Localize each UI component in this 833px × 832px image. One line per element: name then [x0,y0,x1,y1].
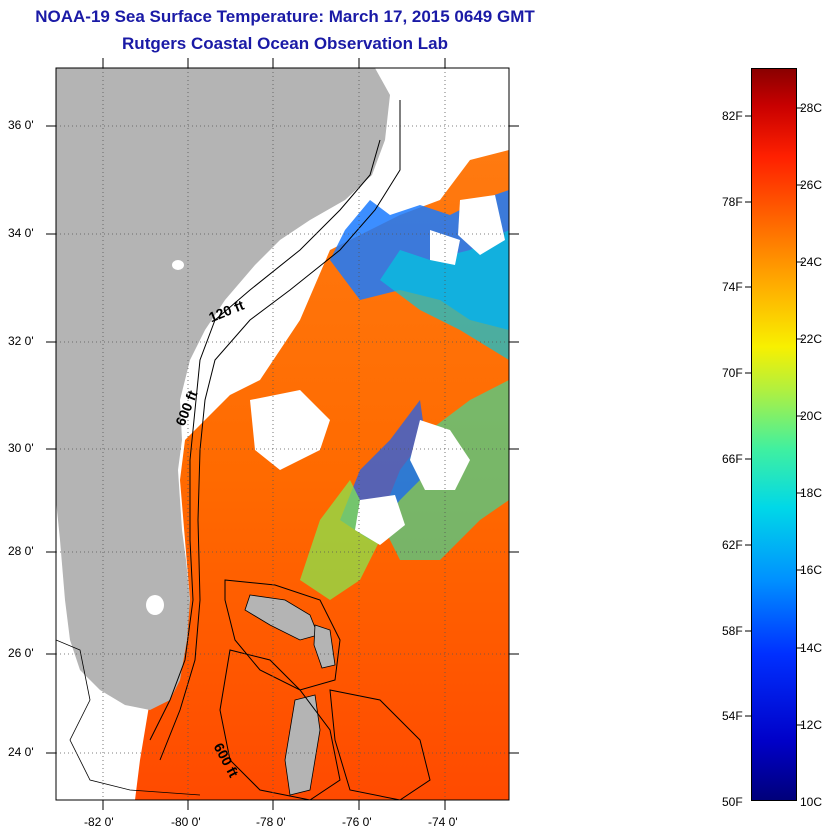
cool-water-north-2 [380,230,509,360]
colorbar-celsius-label: 22C [800,332,823,346]
colorbar-fahrenheit-label: 74F [722,280,743,294]
colorbar-fahrenheit-label: 82F [722,109,743,123]
colorbar-fahrenheit-label: 78F [722,195,743,209]
axis-ticks [46,58,519,810]
cloud-patch [355,495,405,545]
cloud-patch [430,230,460,265]
colorbar-fahrenheit-label: 70F [722,366,743,380]
contour-600ft [159,100,401,761]
map-subtitle: Rutgers Coastal Ocean Observation Lab [122,34,448,53]
lon-tick-label: -82 0' [84,815,114,829]
cloud-patch [410,420,470,490]
lat-tick-label: 36 0' [8,118,34,132]
contour-bahamas [224,579,341,691]
cloud-patch [250,390,330,470]
land-us-southeast [56,68,390,710]
colorbar-fahrenheit-label: 54F [722,709,743,723]
lon-tick-label: -76 0' [342,815,372,829]
contour-bahamas-2 [219,649,341,800]
land-bahamas [244,594,319,641]
colorbar-ticks [745,107,803,726]
contour-bahamas-3 [329,689,431,800]
colorbar-fahrenheit-label: 62F [722,538,743,552]
lat-tick-label: 34 0' [8,226,34,240]
lat-tick-label: 30 0' [8,441,34,455]
colorbar-fahrenheit-label: 66F [722,452,743,466]
colorbar-celsius-label: 20C [800,409,823,423]
lon-tick-label: -78 0' [256,815,286,829]
land-bahamas [313,624,336,669]
temperature-colorbar [751,68,797,801]
colorbar-celsius-label: 12C [800,718,823,732]
lon-tick-label: -80 0' [171,815,201,829]
colorbar-celsius-label: 16C [800,563,823,577]
contour-gulf [56,639,201,796]
contour-120ft [149,139,381,741]
lat-tick-label: 32 0' [8,334,34,348]
colorbar-celsius-label: 10C [800,795,823,809]
lon-tick-label: -74 0' [428,815,458,829]
lat-tick-label: 26 0' [8,646,34,660]
lat-tick-label: 24 0' [8,745,34,759]
cloud-patch [458,195,505,255]
lat-tick-label: 28 0' [8,544,34,558]
colorbar-fahrenheit-label: 58F [722,624,743,638]
colorbar-celsius-label: 18C [800,486,823,500]
colorbar-celsius-label: 14C [800,641,823,655]
colorbar-celsius-label: 24C [800,255,823,269]
warm-water-region [135,150,509,800]
land-bahamas [284,694,321,796]
colorbar-celsius-label: 28C [800,101,823,115]
colorbar-fahrenheit-label: 50F [722,795,743,809]
map-frame [55,67,510,801]
map-title: NOAA-19 Sea Surface Temperature: March 1… [35,7,535,26]
colorbar-celsius-label: 26C [800,178,823,192]
